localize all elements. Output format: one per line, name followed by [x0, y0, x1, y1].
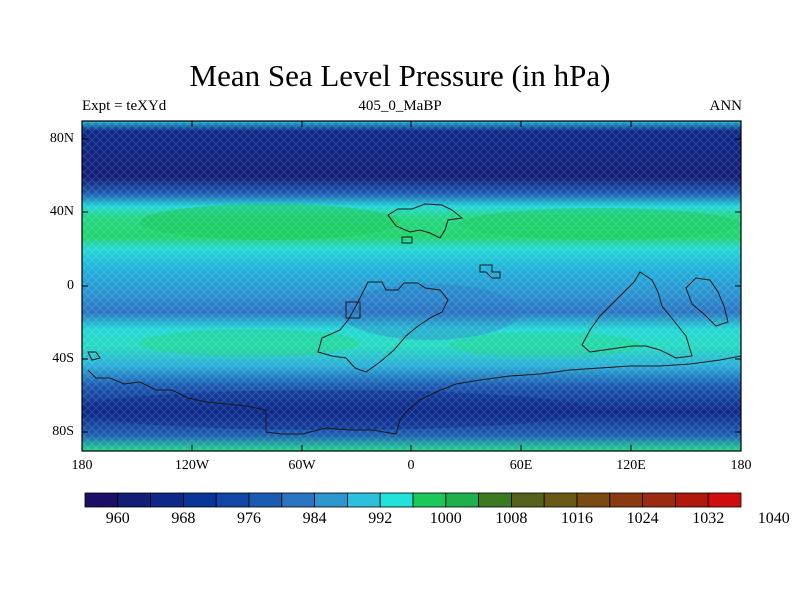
x-tick-label: 60W: [288, 458, 316, 473]
x-tick-label: 180: [730, 458, 752, 473]
colorbar-swatch: [576, 492, 611, 508]
colorbar-swatch: [84, 492, 119, 508]
colorbar-swatch: [675, 492, 709, 508]
x-tick-label: 180: [71, 458, 93, 473]
colorbar-label: 1024: [626, 510, 659, 527]
y-tick-marks: [82, 138, 741, 433]
pressure-field: [82, 121, 741, 451]
colorbar-swatch: [346, 492, 381, 508]
season-label: ANN: [709, 98, 743, 114]
colorbar-swatch: [478, 492, 512, 508]
y-tick-label: 40N: [49, 204, 74, 219]
colorbar-label: 960: [105, 510, 130, 527]
colorbar-swatch: [543, 492, 578, 508]
colorbar-swatch: [707, 492, 742, 508]
map-title: Mean Sea Level Pressure (in hPa): [189, 58, 611, 93]
colorbar-swatch: [510, 492, 545, 508]
colorbar-label: 1016: [561, 510, 593, 527]
colorbar-swatch: [412, 492, 447, 508]
x-tick-marks: [191, 121, 632, 451]
colorbar-swatch: [248, 492, 283, 508]
colorbar-swatch: [150, 492, 184, 508]
colorbar-swatch: [445, 492, 479, 508]
colorbar-swatch: [215, 492, 250, 508]
colorbar-label: 1040: [757, 510, 790, 527]
colorbar-swatch: [182, 492, 217, 508]
colorbar-label: 976: [237, 510, 261, 527]
colorbar-label: 968: [171, 510, 196, 527]
experiment-label: Expt = teXYd: [82, 98, 167, 114]
y-tick-label: 0: [67, 278, 74, 293]
y-tick-label: 40S: [52, 351, 74, 366]
colorbar-label: 1032: [692, 510, 725, 527]
colorbar-label: 1000: [429, 510, 462, 527]
time-label: 405_0_MaBP: [358, 98, 442, 114]
colorbar-label: 1008: [495, 510, 528, 527]
x-tick-label: 120W: [174, 458, 210, 473]
colorbar-swatch: [642, 492, 676, 508]
colorbar: [84, 492, 742, 508]
x-tick-label: 120E: [616, 458, 646, 473]
colorbar-swatch: [117, 492, 152, 508]
x-tick-label: 60E: [509, 458, 533, 473]
y-tick-label: 80S: [52, 424, 74, 439]
x-tick-label: 0: [407, 458, 415, 473]
colorbar-label: 992: [368, 510, 393, 527]
colorbar-label: 984: [302, 510, 327, 527]
colorbar-swatch: [314, 492, 348, 508]
colorbar-swatch: [379, 492, 414, 508]
y-tick-label: 80N: [49, 131, 74, 146]
colorbar-swatch: [281, 492, 315, 508]
coastlines: [87, 203, 742, 435]
colorbar-swatch: [609, 492, 643, 508]
